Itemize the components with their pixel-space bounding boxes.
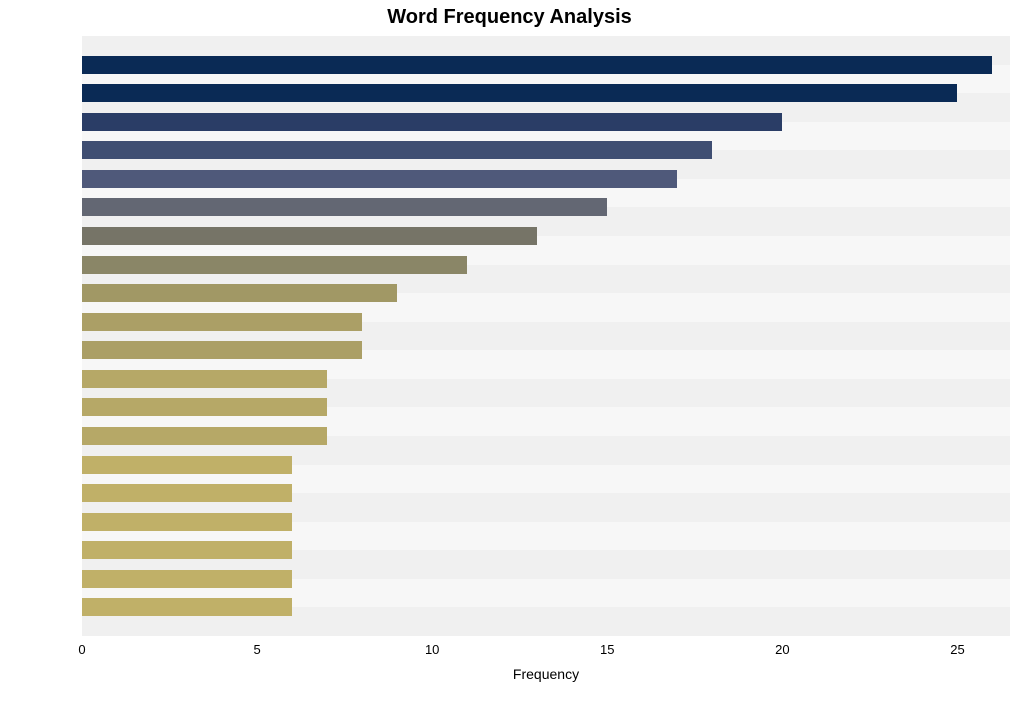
bar [82, 513, 292, 531]
x-tick-label: 20 [775, 642, 789, 657]
x-tick-label: 15 [600, 642, 614, 657]
y-axis-labels: menyounggunpeopleviolencekillpublicpeter… [0, 36, 76, 636]
bar [82, 170, 677, 188]
bar [82, 541, 292, 559]
bar [82, 398, 327, 416]
bar [82, 284, 397, 302]
plot-area [82, 36, 1010, 636]
bar [82, 570, 292, 588]
bar [82, 313, 362, 331]
x-axis-title: Frequency [82, 666, 1010, 682]
x-tick-label: 10 [425, 642, 439, 657]
bar [82, 227, 537, 245]
bar [82, 341, 362, 359]
chart-title: Word Frequency Analysis [0, 6, 1019, 29]
x-tick-label: 25 [950, 642, 964, 657]
bar [82, 84, 957, 102]
bar [82, 484, 292, 502]
bar [82, 141, 712, 159]
bar [82, 113, 782, 131]
x-tick-label: 5 [253, 642, 260, 657]
bar [82, 56, 992, 74]
bar [82, 456, 292, 474]
bar [82, 256, 467, 274]
bar [82, 198, 607, 216]
bar [82, 427, 327, 445]
bar [82, 370, 327, 388]
x-tick-label: 0 [78, 642, 85, 657]
x-axis: 0510152025 [82, 642, 1010, 662]
bar [82, 598, 292, 616]
chart-container: Word Frequency Analysis menyounggunpeopl… [0, 0, 1019, 701]
